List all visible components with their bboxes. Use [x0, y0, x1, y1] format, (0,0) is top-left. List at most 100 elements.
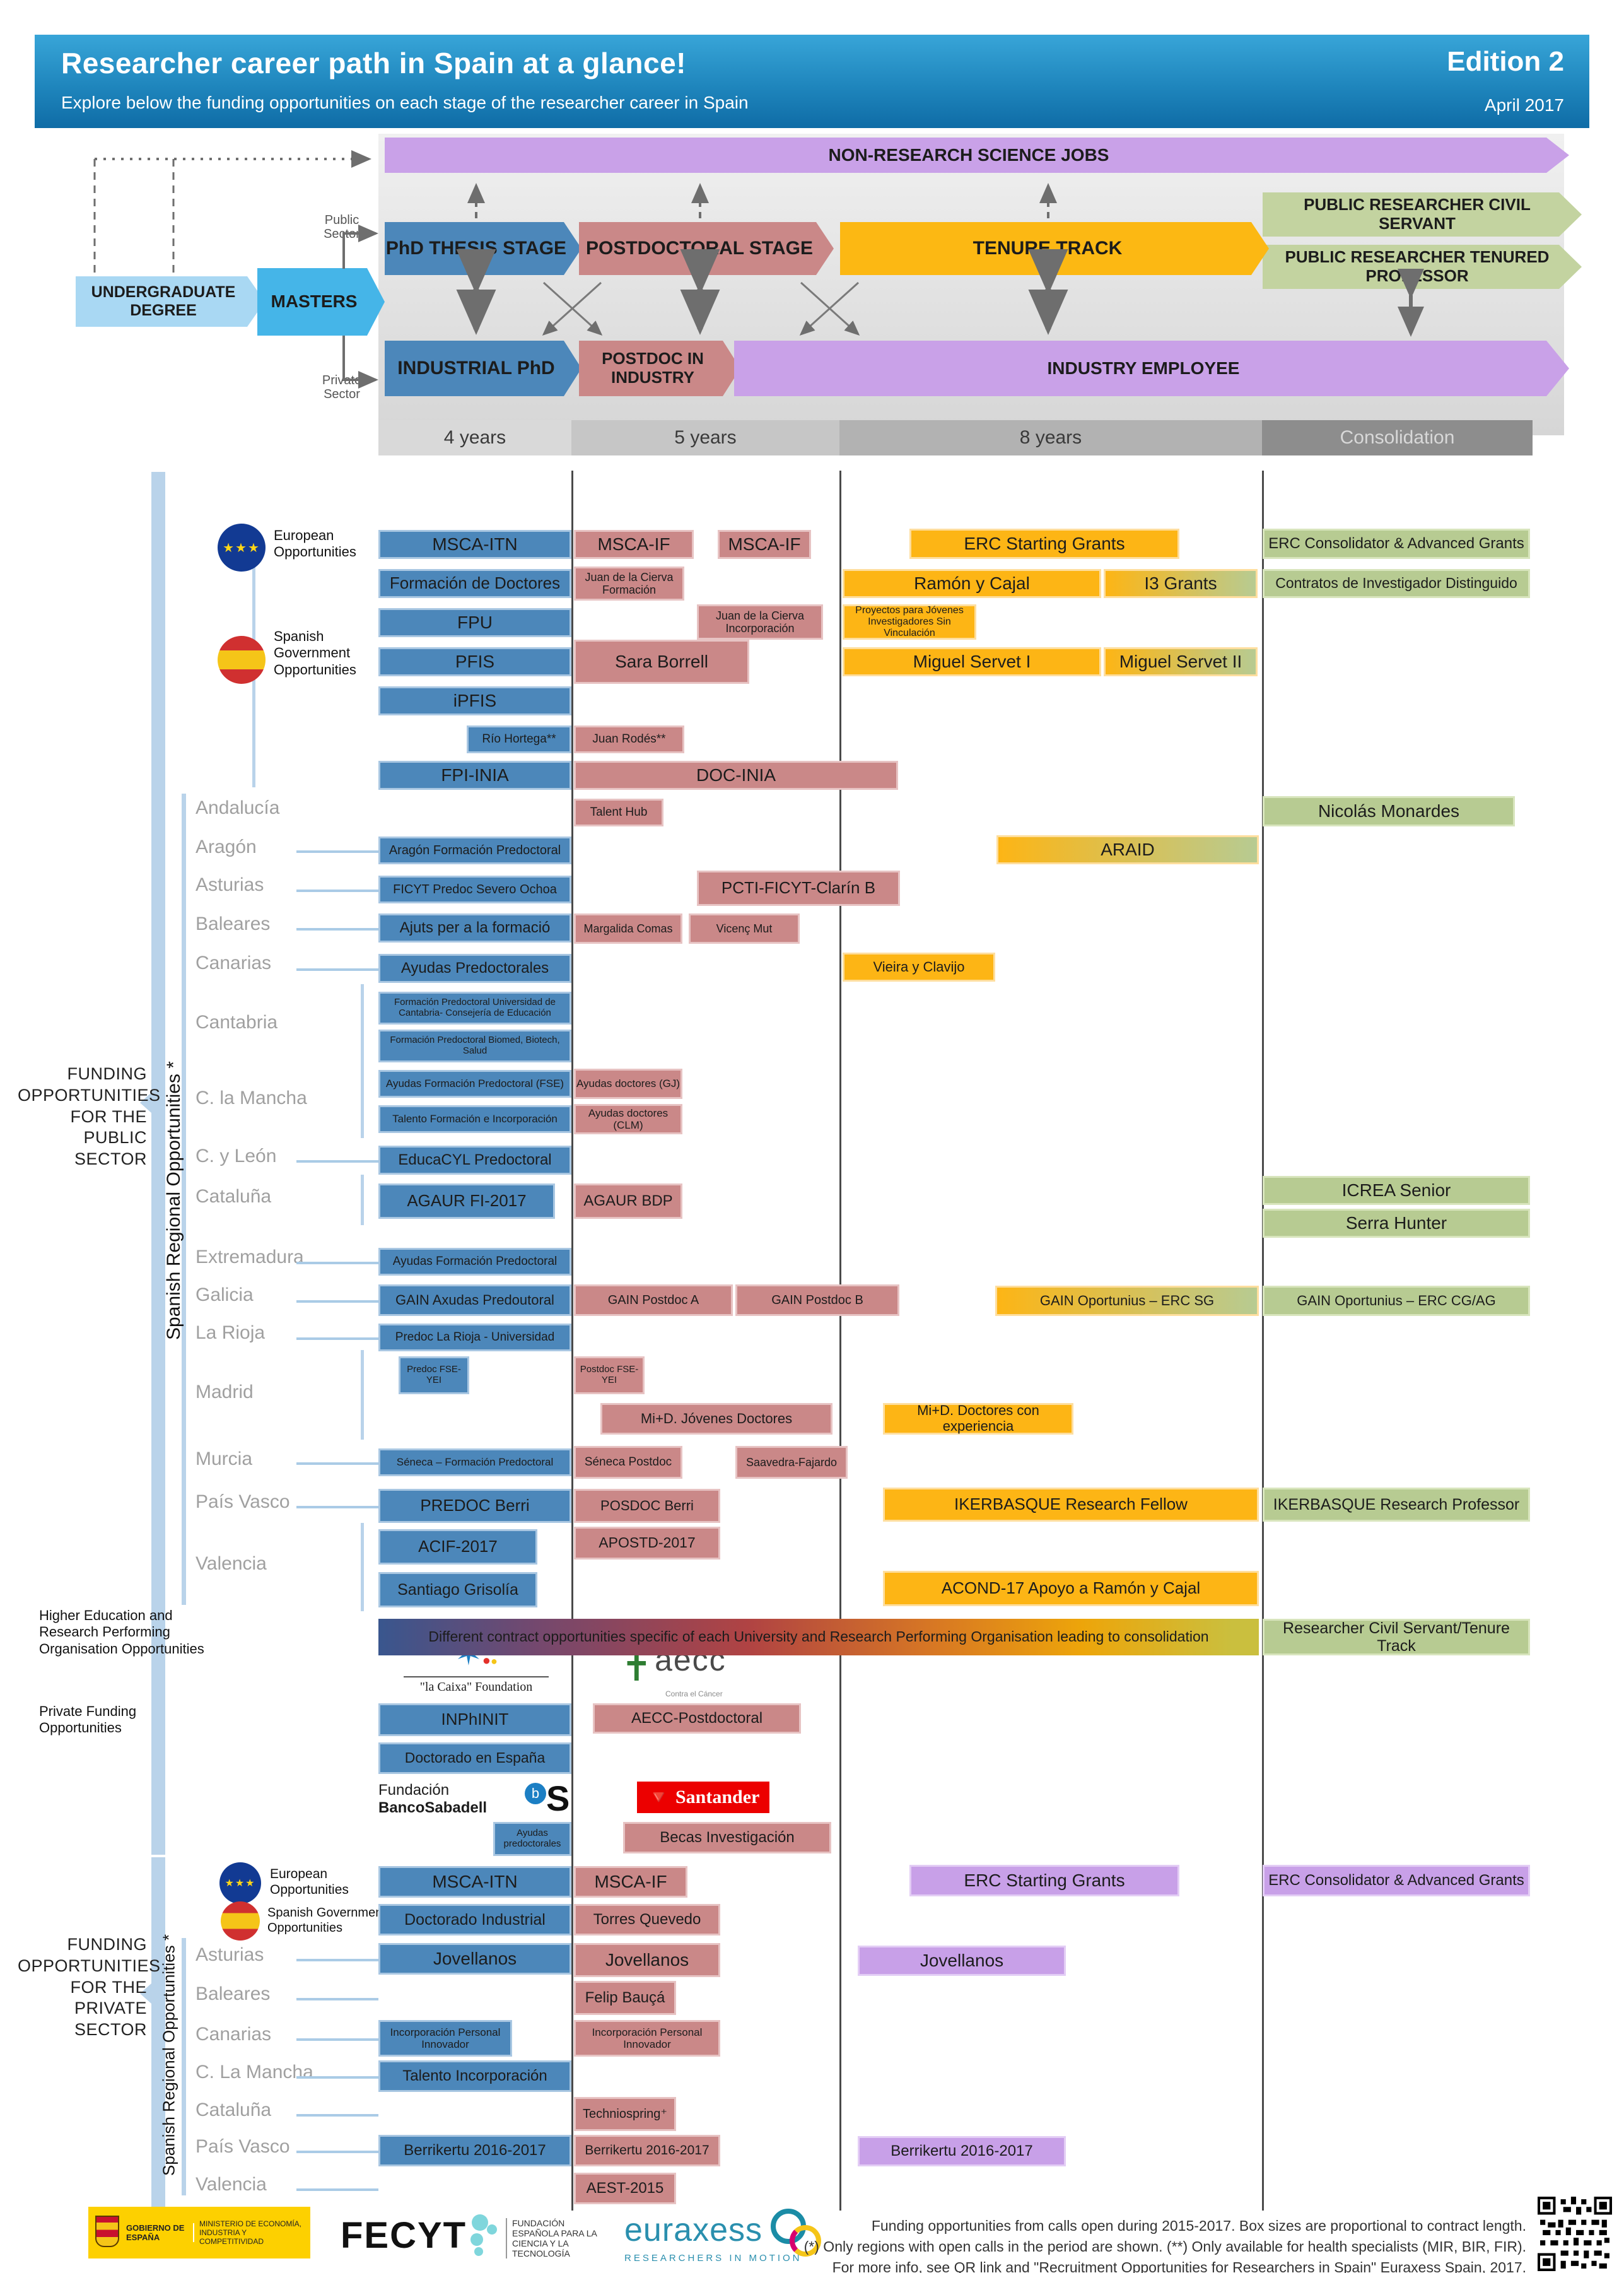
eu-flag-icon: ★★★	[218, 524, 266, 572]
grant-box: ERC Starting Grants	[909, 1865, 1179, 1896]
grant-box: Incorporación Personal Innovador	[378, 2020, 512, 2057]
region-connector	[296, 890, 378, 892]
column-rule-1	[571, 471, 573, 2211]
grant-box: Río Hortega**	[467, 725, 571, 753]
valencia-bracket	[361, 1523, 364, 1611]
region-connector	[296, 2151, 378, 2153]
spain-crest-icon	[88, 2215, 126, 2250]
private-sector-label: Private Sector	[322, 373, 362, 401]
grant-box: MSCA-IF	[574, 530, 694, 559]
region-label: Andalucía	[196, 797, 280, 818]
grant-box: GAIN Axudas Predoutoral	[378, 1284, 571, 1316]
grant-box: GAIN Postdoc A	[574, 1284, 733, 1316]
euraxess-logo: euraxess RESEARCHERS IN MOTION	[624, 2209, 832, 2264]
grant-box: Vieira y Clavijo	[843, 953, 995, 982]
grant-box: Séneca Postdoc	[574, 1446, 682, 1479]
region-label: Madrid	[196, 1382, 254, 1402]
madrid-bracket	[361, 1350, 364, 1440]
grant-box: PREDOC Berri	[378, 1489, 571, 1523]
spain-flag-icon	[221, 1901, 260, 1941]
regional-opportunities-label-private: Spanish Regional Opportunities *	[159, 1934, 178, 2176]
spanish-government-opportunities-label: Spanish Government Opportunities	[274, 628, 356, 678]
region-label: Extremadura	[196, 1247, 304, 1267]
region-connector	[296, 2188, 378, 2191]
footnote-line: Funding opportunities from calls open du…	[871, 2217, 1526, 2234]
region-connector	[296, 1506, 378, 1508]
grant-box: Talento Incorporación	[378, 2060, 571, 2092]
grant-box: Séneca – Formación Predoctoral	[378, 1448, 571, 1476]
sabadell-b-icon: b	[525, 1783, 546, 1804]
grant-box: Ayudas Predoctorales	[378, 954, 571, 983]
flow-non-research-jobs: NON-RESEARCH SCIENCE JOBS	[385, 138, 1569, 173]
region-label: Valencia	[196, 1553, 267, 1574]
grant-box: Felip Bauçá	[574, 1981, 676, 2015]
grant-box: MSCA-ITN	[378, 1866, 571, 1898]
grant-box: Ayudas Formación Predoctoral (FSE)	[378, 1070, 571, 1098]
european-opportunities-label-private: European Opportunities	[270, 1867, 349, 1898]
regional-bracket-private	[182, 1938, 186, 2195]
grant-box: Nicolás Monardes	[1263, 796, 1515, 826]
grant-box: GAIN Postdoc B	[735, 1284, 899, 1316]
region-connector	[296, 1959, 378, 1961]
regional-bracket-public	[182, 794, 186, 1605]
region-label: La Rioja	[196, 1322, 266, 1343]
grant-box: ARAID	[996, 835, 1259, 864]
cantabria-bracket	[361, 984, 364, 1066]
region-label: País Vasco	[196, 2136, 290, 2157]
region-connector	[296, 1300, 378, 1303]
header-banner: Researcher career path in Spain at a gla…	[35, 35, 1589, 128]
grant-box: Sara Borrell	[574, 640, 749, 684]
santander-flame-icon: 🔻	[646, 1787, 670, 1808]
grant-box: Jovellanos	[858, 1946, 1066, 1976]
region-label: Valencia	[196, 2174, 267, 2195]
grant-box: Ajuts per a la formació	[378, 913, 571, 943]
region-connector	[296, 1262, 378, 1264]
region-connector	[296, 1998, 378, 2000]
region-label: Cataluña	[196, 2100, 272, 2120]
region-label: Canarias	[196, 953, 272, 973]
grant-box: Doctorado en España	[378, 1742, 571, 1774]
grant-box: MSCA-IF	[574, 1866, 687, 1898]
grant-box: ERC Consolidator & Advanced Grants	[1263, 529, 1530, 559]
footnote-line: (*) Only regions with open calls in the …	[803, 2238, 1526, 2255]
qr-code	[1538, 2197, 1612, 2271]
grant-box: FICYT Predoc Severo Ochoa	[378, 876, 571, 903]
edition-label: Edition 2	[1447, 46, 1564, 77]
grant-box: Talento Formación e Incorporación	[378, 1105, 571, 1133]
grant-box: Predoc La Rioja - Universidad	[378, 1324, 571, 1351]
grant-box: MSCA-ITN	[378, 530, 571, 559]
grant-box: ACOND-17 Apoyo a Ramón y Cajal	[883, 1571, 1259, 1606]
date-label: April 2017	[1484, 95, 1564, 115]
grant-box: Ayudas doctores (GJ)	[574, 1069, 682, 1099]
grant-box: Predoc FSE-YEI	[399, 1356, 469, 1394]
grant-box: Berrikertu 2016-2017	[574, 2135, 720, 2166]
region-connector	[296, 1462, 378, 1465]
grant-box: Serra Hunter	[1263, 1209, 1530, 1238]
grant-box: Becas Investigación	[623, 1822, 831, 1853]
sabadell-s-icon: S	[546, 1778, 570, 1818]
column-rule-3	[1262, 471, 1264, 2211]
grant-box: Researcher Civil Servant/Tenure Track	[1263, 1619, 1530, 1655]
grant-box: Aragón Formación Predoctoral	[378, 837, 571, 864]
timeline-segment: 4 years	[378, 420, 571, 455]
grant-box: FPU	[378, 608, 571, 637]
private-sector-spine	[151, 1857, 165, 2211]
grant-box: AGAUR FI-2017	[378, 1183, 555, 1219]
grant-box: Doctorado Industrial	[378, 1904, 571, 1935]
grant-box: AECC-Postdoctoral	[593, 1703, 801, 1734]
grant-box: IKERBASQUE Research Professor	[1263, 1488, 1530, 1522]
timeline-segment: Consolidation	[1262, 420, 1533, 455]
grant-box: Ayudas doctores (CLM)	[574, 1104, 682, 1134]
region-connector	[296, 850, 378, 853]
flow-undergraduate-degree: UNDERGRADUATE DEGREE	[76, 276, 265, 327]
grant-box: INPhINIT	[378, 1703, 571, 1736]
grant-box: Juan de la Cierva Formación	[574, 567, 684, 601]
region-label: C. la Mancha	[196, 1088, 307, 1108]
private-sector-funding-label: FUNDING OPPORTUNITIES FOR THE PRIVATE SE…	[18, 1935, 161, 2039]
grant-box: Berrikertu 2016-2017	[378, 2135, 571, 2166]
grant-box: MSCA-IF	[718, 530, 811, 559]
grant-box: I3 Grants	[1104, 569, 1258, 598]
public-sector-label: Public Sector	[324, 213, 360, 241]
grant-box: Vicenç Mut	[689, 913, 800, 944]
page-title: Researcher career path in Spain at a gla…	[61, 47, 686, 79]
